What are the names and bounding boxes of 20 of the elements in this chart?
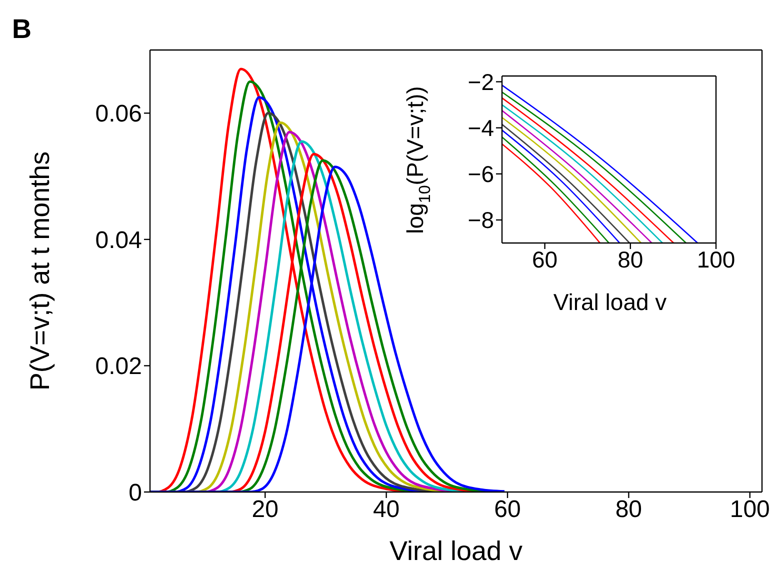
- y-tick-label: −4: [468, 114, 494, 141]
- y-axis-title: P(V=v;t) at t months: [25, 151, 56, 391]
- text: B: [12, 14, 32, 44]
- x-axis-title: Viral load v: [553, 289, 668, 315]
- y-tick-label: 0: [128, 480, 142, 507]
- x-tick-label: 80: [615, 496, 642, 524]
- y-tick-label: −6: [468, 161, 494, 188]
- x-tick-label: 100: [730, 496, 770, 524]
- x-axis-title: Viral load v: [389, 536, 524, 566]
- y-tick-label: −2: [468, 68, 494, 95]
- y-tick-label: 0.04: [95, 226, 142, 254]
- y-tick-label: 0.02: [95, 353, 142, 380]
- y-tick-label: 0.06: [95, 100, 142, 128]
- x-tick-label: 40: [372, 496, 400, 524]
- x-tick-label: 80: [618, 246, 644, 272]
- x-tick-label: 100: [696, 246, 736, 272]
- x-tick-label: 60: [532, 246, 558, 272]
- x-tick-label: 60: [494, 496, 521, 524]
- x-tick-label: 20: [252, 496, 278, 524]
- y-tick-label: −8: [468, 207, 494, 234]
